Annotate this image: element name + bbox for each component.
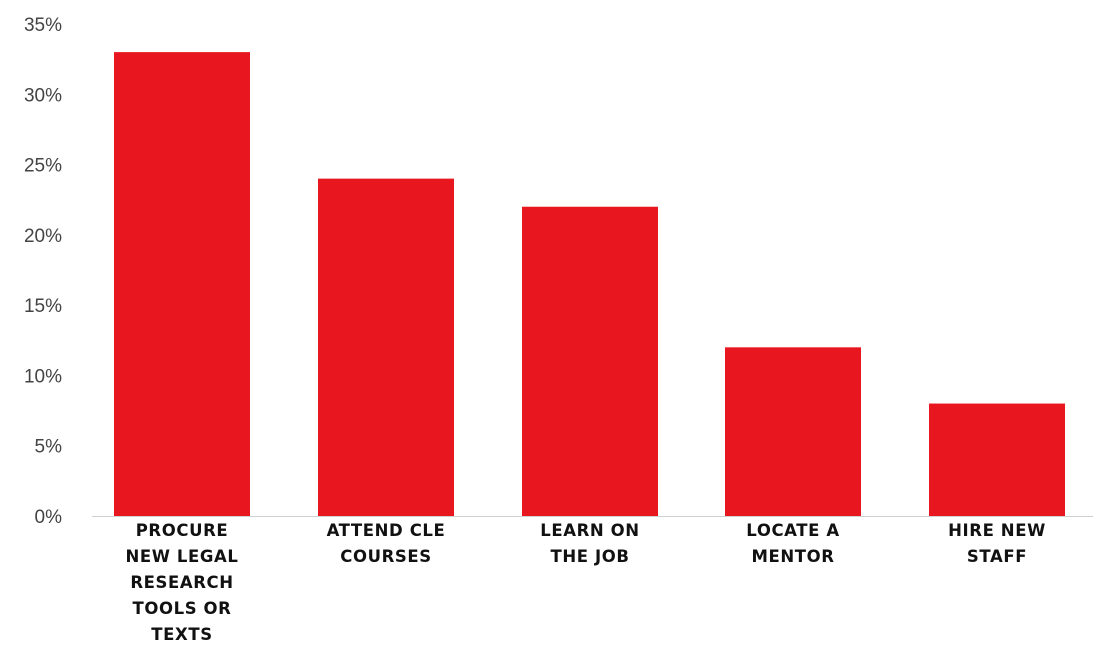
x-tick-label-line: STAFF <box>967 547 1027 566</box>
x-tick-label: HIRE NEW STAFF <box>948 521 1046 566</box>
bar[interactable] <box>522 206 658 516</box>
y-tick-label: 10% <box>24 366 62 387</box>
bar[interactable] <box>318 178 454 516</box>
x-tick-label-line: HIRE NEW <box>948 521 1046 540</box>
x-axis: PROCURE NEW LEGAL RESEARCH TOOLS OR TEXTS ATT… <box>125 521 1045 644</box>
x-tick-label-line: TOOLS OR <box>133 599 232 618</box>
y-tick-label: 25% <box>24 156 62 177</box>
x-tick-label: PROCURE NEW LEGAL RESEARCH TOOLS OR TEXTS <box>125 521 238 644</box>
x-tick-label-line: PROCURE <box>136 521 229 540</box>
x-tick-label-line: COURSES <box>340 547 431 566</box>
y-tick-label: 15% <box>24 296 62 317</box>
x-tick-label-line: LOCATE A <box>746 521 839 540</box>
x-tick-label: LOCATE A MENTOR <box>746 521 839 566</box>
bar[interactable] <box>114 52 250 516</box>
x-tick-label: LEARN ON THE JOB <box>540 521 639 566</box>
x-tick-label-line: THE JOB <box>550 547 629 566</box>
y-tick-label: 20% <box>24 226 62 247</box>
x-tick-label-line: ATTEND CLE <box>327 521 446 540</box>
x-tick-label: ATTEND CLE COURSES <box>327 521 446 566</box>
x-tick-label-line: RESEARCH <box>130 573 233 592</box>
bar[interactable] <box>929 403 1065 516</box>
y-tick-label: 5% <box>35 437 63 458</box>
y-tick-label: 30% <box>24 85 62 106</box>
y-tick-label: 0% <box>35 507 63 528</box>
y-tick-label: 35% <box>24 15 62 36</box>
bar[interactable] <box>725 347 861 516</box>
x-tick-label-line: NEW LEGAL <box>125 547 238 566</box>
x-tick-label-line: TEXTS <box>151 625 212 644</box>
bars <box>114 52 1065 516</box>
y-axis: 0% 5% 10% 15% 20% 25% 30% 35% <box>24 15 62 528</box>
x-tick-label-line: MENTOR <box>751 547 834 566</box>
x-tick-label-line: LEARN ON <box>540 521 639 540</box>
